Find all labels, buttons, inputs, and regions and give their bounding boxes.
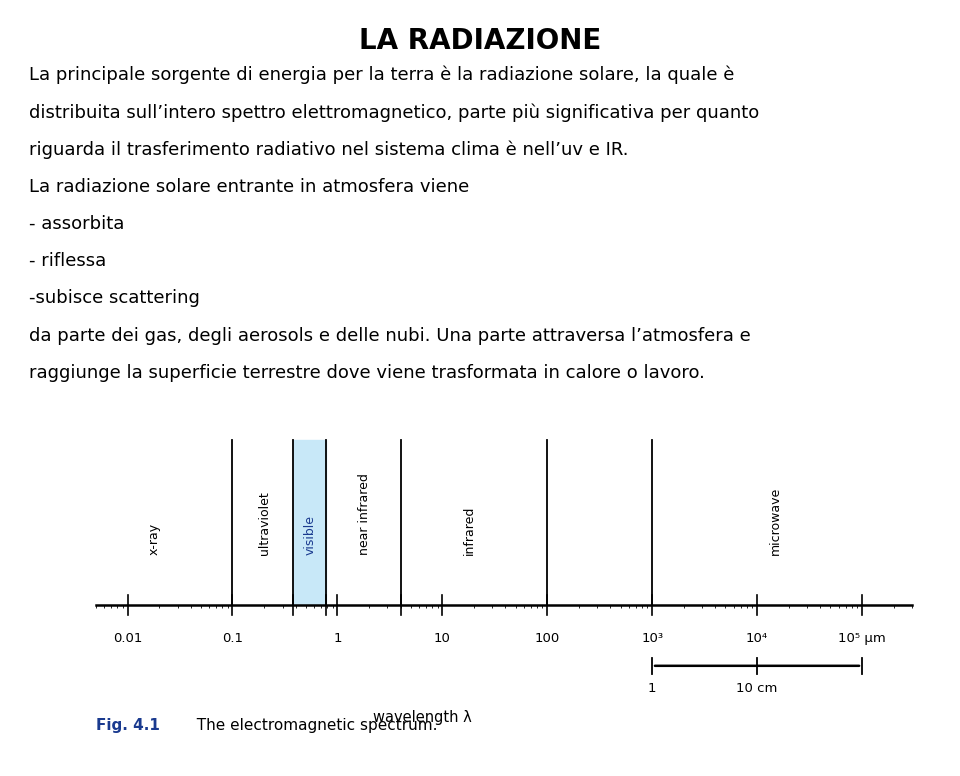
Text: visible: visible <box>303 514 317 555</box>
Text: 1: 1 <box>333 632 342 645</box>
Text: ultraviolet: ultraviolet <box>257 491 271 555</box>
Text: near infrared: near infrared <box>358 473 371 555</box>
Text: -subisce scattering: -subisce scattering <box>29 289 200 307</box>
Text: La radiazione solare entrante in atmosfera viene: La radiazione solare entrante in atmosfe… <box>29 178 469 196</box>
Text: La principale sorgente di energia per la terra è la radiazione solare, la quale : La principale sorgente di energia per la… <box>29 66 734 85</box>
Text: 1: 1 <box>648 682 657 695</box>
Text: x-ray: x-ray <box>148 523 161 555</box>
Text: - assorbita: - assorbita <box>29 215 124 233</box>
Text: distribuita sull’intero spettro elettromagnetico, parte più significativa per qu: distribuita sull’intero spettro elettrom… <box>29 103 759 122</box>
Text: raggiunge la superficie terrestre dove viene trasformata in calore o lavoro.: raggiunge la superficie terrestre dove v… <box>29 364 705 382</box>
Text: 100: 100 <box>535 632 560 645</box>
Text: microwave: microwave <box>769 487 782 555</box>
Text: 10 cm: 10 cm <box>736 682 778 695</box>
Text: 0.1: 0.1 <box>222 632 243 645</box>
Text: riguarda il trasferimento radiativo nel sistema clima è nell’uv e IR.: riguarda il trasferimento radiativo nel … <box>29 140 628 159</box>
Text: 10³: 10³ <box>641 632 663 645</box>
Text: Fig. 4.1: Fig. 4.1 <box>96 718 160 733</box>
Text: 10: 10 <box>434 632 451 645</box>
Text: LA RADIAZIONE: LA RADIAZIONE <box>359 27 601 55</box>
Bar <box>294 440 326 605</box>
Text: infrared: infrared <box>463 505 475 555</box>
Text: - riflessa: - riflessa <box>29 252 106 270</box>
Text: 10⁴: 10⁴ <box>746 632 768 645</box>
Text: da parte dei gas, degli aerosols e delle nubi. Una parte attraversa l’atmosfera : da parte dei gas, degli aerosols e delle… <box>29 327 751 345</box>
Text: 0.01: 0.01 <box>113 632 142 645</box>
Text: 10⁵ μm: 10⁵ μm <box>838 632 886 645</box>
Text: wavelength λ: wavelength λ <box>373 710 471 726</box>
Text: The electromagnetic spectrum.: The electromagnetic spectrum. <box>187 718 438 733</box>
